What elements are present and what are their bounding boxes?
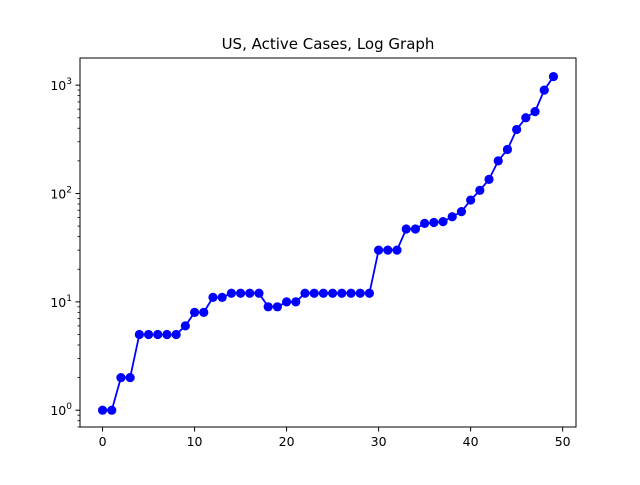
- x-tick-label: 30: [371, 434, 387, 449]
- data-point: [410, 224, 421, 234]
- data-point: [180, 321, 190, 331]
- data-point: [107, 405, 117, 415]
- data-point: [116, 373, 126, 383]
- data-point: [217, 292, 227, 302]
- data-point: [208, 292, 218, 302]
- y-tick-label: 101: [50, 294, 72, 310]
- data-point: [143, 329, 154, 340]
- data-point: [189, 307, 200, 317]
- data-point: [245, 288, 255, 298]
- x-tick-label: 10: [187, 434, 203, 449]
- data-point: [392, 245, 402, 255]
- data-point: [281, 297, 292, 307]
- y-tick-label: 100: [50, 402, 72, 418]
- data-point: [300, 288, 310, 298]
- y-tick-label: 103: [50, 77, 72, 93]
- data-point: [456, 207, 467, 217]
- x-tick-label: 20: [279, 434, 295, 449]
- data-point: [484, 174, 494, 184]
- data-point: [521, 113, 531, 123]
- axes-layer: 0 10 20 30 40 50 100 101 102 103: [50, 57, 577, 449]
- data-point: [355, 288, 365, 298]
- data-point: [171, 329, 181, 340]
- data-point: [502, 144, 513, 155]
- data-point: [235, 288, 246, 298]
- data-point: [309, 288, 319, 298]
- data-point: [530, 106, 540, 117]
- data-point: [272, 302, 282, 312]
- series-line: [102, 76, 555, 412]
- data-point: [383, 245, 393, 255]
- data-point: [226, 288, 236, 298]
- axes-frame: [79, 57, 577, 428]
- data-point: [493, 156, 503, 166]
- data-point: [153, 329, 163, 340]
- data-point: [475, 185, 485, 195]
- data-point: [162, 329, 172, 340]
- data-point: [254, 288, 264, 298]
- data-point: [199, 307, 209, 317]
- data-point: [466, 195, 476, 205]
- data-point: [420, 218, 430, 228]
- y-tick-label: 102: [50, 185, 72, 201]
- data-point: [263, 302, 273, 312]
- data-point: [447, 212, 457, 222]
- data-point: [291, 297, 301, 307]
- x-tick-label: 50: [555, 434, 571, 449]
- chart-title: US, Active Cases, Log Graph: [222, 35, 435, 53]
- data-point: [548, 71, 559, 82]
- data-point: [429, 217, 439, 228]
- data-point: [125, 373, 135, 383]
- data-point: [337, 288, 347, 298]
- data-point: [512, 124, 522, 135]
- series-layer: [97, 71, 559, 415]
- data-point: [97, 405, 108, 415]
- data-point: [539, 85, 549, 95]
- x-tick-label: 40: [463, 434, 479, 449]
- data-point: [401, 224, 411, 234]
- data-point: [346, 288, 356, 298]
- data-point: [438, 217, 448, 227]
- data-point: [134, 329, 144, 340]
- data-point: [328, 288, 338, 298]
- x-tick-label: 0: [99, 434, 107, 449]
- data-point: [364, 288, 375, 298]
- data-point: [374, 245, 384, 255]
- data-point: [318, 288, 328, 298]
